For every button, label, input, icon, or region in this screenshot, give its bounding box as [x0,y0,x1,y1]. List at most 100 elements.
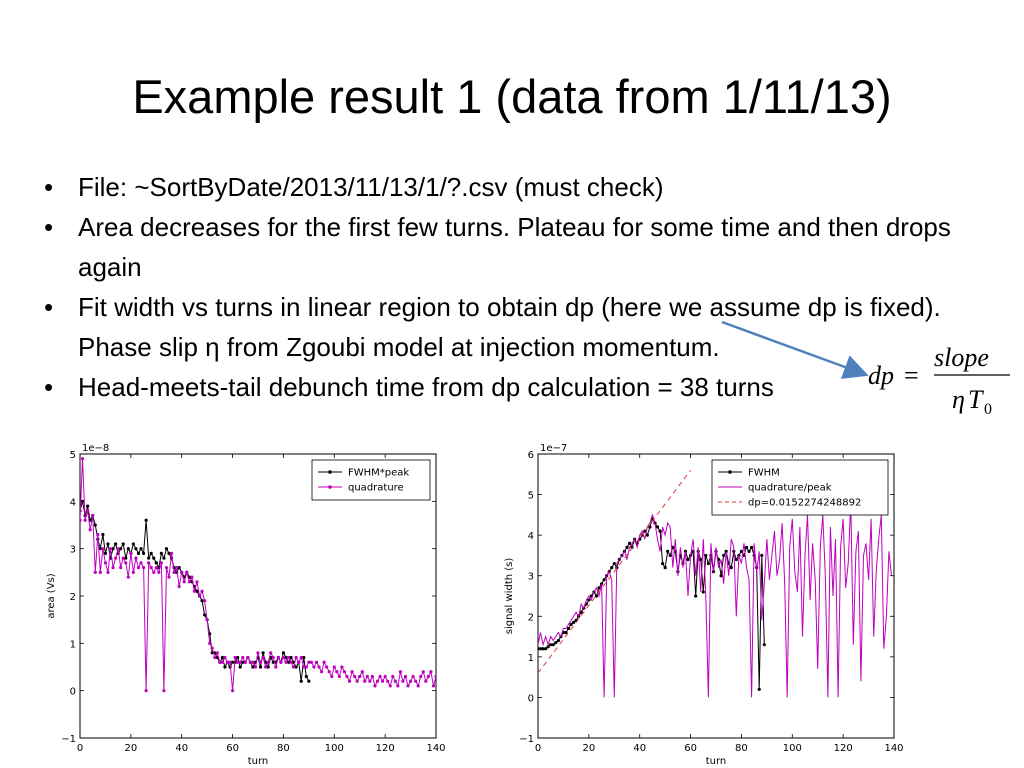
data-point [159,551,163,555]
data-point [739,549,744,553]
legend-label: quadrature/peak [748,483,832,494]
data-point [554,641,558,645]
data-point [610,566,614,570]
y-axis-label: signal width (s) [504,558,515,635]
data-point [197,594,202,598]
data-point [98,547,102,551]
data-point [190,575,194,579]
data-point [363,679,367,683]
data-point [103,551,108,555]
data-point [96,532,100,537]
data-point [269,651,273,655]
x-tick-label: 100 [325,743,344,754]
y-tick-label: 2 [70,592,76,603]
data-point [223,655,227,660]
data-point [238,665,242,669]
data-point [541,647,545,651]
x-tick-label: 140 [426,743,445,754]
data-point [383,674,387,679]
data-point [210,646,214,650]
data-point [365,674,369,679]
data-point [655,525,660,529]
data-point [106,570,110,574]
x-tick-label: 120 [834,743,853,754]
data-point [86,504,90,508]
data-point [312,665,316,669]
data-point [111,547,115,551]
data-point [538,647,543,651]
data-point [126,547,130,551]
formula-subscript: 0 [984,401,992,418]
data-point [164,547,169,551]
x-tick-label: 40 [633,743,646,754]
data-point [236,655,240,660]
data-point [325,665,329,669]
data-point [747,549,751,553]
data-point [159,561,163,565]
data-point [314,660,319,664]
data-point [406,684,410,688]
data-point [281,651,286,655]
data-point [544,647,548,651]
data-point [213,655,217,660]
data-point [419,674,423,679]
data-point [625,545,629,549]
y-tick-label: 6 [528,450,534,461]
y-tick-label: 5 [528,491,534,502]
legend-label: dp=0.0152274248892 [748,498,861,509]
data-point [704,553,708,558]
data-point [663,566,667,570]
data-point [108,547,113,551]
data-point [162,689,166,693]
y-tick-label: 0 [528,693,534,704]
legend-box [311,459,431,501]
data-point [719,574,723,578]
data-point [88,528,92,532]
data-point [266,665,270,669]
data-point [587,598,591,602]
y-tick-label: 3 [528,572,534,583]
y-tick-label: 4 [70,497,76,508]
data-point [414,679,418,683]
data-point [569,622,573,626]
data-point [294,655,298,660]
data-point [286,660,291,664]
data-point [347,679,352,683]
data-point [154,561,158,565]
data-point [121,556,125,560]
data-point [162,556,166,560]
data-point [694,594,698,598]
bullet-area: Area decreases for the first few turns. … [44,207,974,287]
x-tick-label: 60 [226,743,239,754]
data-point [284,655,288,660]
data-point [177,584,181,589]
data-point [734,557,738,562]
data-point [556,639,560,643]
x-tick-label: 0 [535,743,541,754]
data-point [289,660,293,664]
data-point [136,551,141,555]
data-point [686,557,690,562]
x-axis-label: turn [248,756,269,767]
data-point [424,679,428,683]
data-point [274,665,278,669]
data-point [645,533,649,537]
data-point [281,655,286,660]
data-point [401,679,405,683]
data-point [200,589,204,593]
data-point [612,561,616,566]
legend-marker [728,470,732,474]
data-point [549,643,553,647]
data-point [345,674,349,679]
x-tick-label: 80 [735,743,748,754]
area-vs-turn-chart: 0 20 40 60 80 100 120 140 −1 0 1 2 3 4 5 1e−8 turn area (… [40,440,450,768]
data-point [80,499,85,503]
data-point [286,655,291,660]
data-point [114,542,118,546]
data-point [182,580,186,584]
data-point [271,655,275,660]
y-tick-label: 2 [528,612,534,623]
plot-area [80,457,436,693]
data-point [124,561,128,565]
data-point [551,643,555,647]
